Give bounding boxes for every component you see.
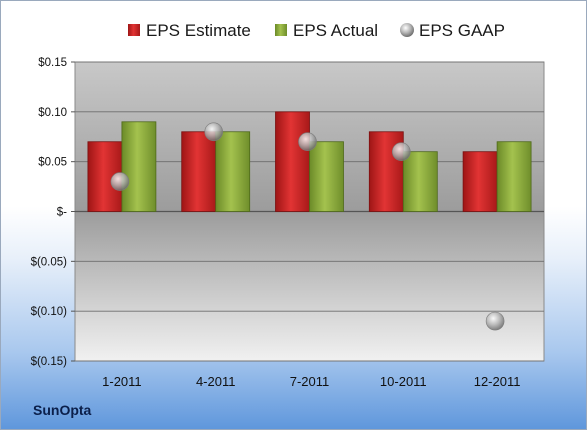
bar-eps-estimate: [275, 111, 310, 212]
y-tick-label: $-: [57, 207, 67, 219]
y-tick-label: $(0.10): [31, 306, 68, 318]
legend-label-eps-gaap: EPS GAAP: [419, 21, 505, 40]
company-name: SunOpta: [33, 402, 92, 418]
bars: [87, 111, 532, 212]
y-axis: $0.15 $0.10 $0.05 $- $(0.05) $(0.10) $(0.15): [31, 57, 75, 368]
y-tick-label: $(0.15): [31, 356, 68, 368]
x-tick-label: 7-2011: [290, 374, 330, 389]
gridlines: [75, 61, 544, 362]
y-tick-label: $0.10: [38, 107, 67, 119]
legend-label-eps-estimate: EPS Estimate: [146, 21, 251, 40]
marker-eps-gaap: [298, 132, 317, 152]
bar-eps-estimate: [181, 131, 217, 212]
bar-eps-actual: [402, 151, 438, 212]
legend-swatch-eps-actual: [275, 24, 287, 36]
legend-label-eps-actual: EPS Actual: [293, 21, 378, 40]
x-axis: 1-2011 4-2011 7-2011 10-2011 12-2011: [102, 374, 520, 389]
x-tick-label: 1-2011: [102, 374, 142, 389]
y-tick-label: $0.15: [38, 57, 67, 69]
legend: EPS Estimate EPS Actual EPS GAAP: [128, 21, 505, 40]
bar-eps-actual: [215, 131, 251, 212]
bar-eps-estimate: [462, 151, 498, 212]
bar-eps-actual: [496, 141, 532, 212]
bar-eps-actual: [121, 121, 157, 212]
bar-eps-actual: [309, 141, 344, 212]
x-tick-label: 10-2011: [380, 374, 427, 389]
gaap-markers: [110, 122, 505, 331]
legend-swatch-eps-gaap: [400, 23, 414, 37]
marker-eps-gaap: [204, 122, 223, 142]
marker-eps-gaap: [110, 172, 130, 191]
y-tick-label: $(0.05): [31, 256, 68, 268]
legend-swatch-eps-estimate: [128, 24, 140, 36]
y-tick-label: $0.05: [38, 157, 67, 169]
x-tick-label: 12-2011: [474, 374, 521, 389]
marker-eps-gaap: [391, 142, 411, 161]
marker-eps-gaap: [485, 311, 505, 331]
x-tick-label: 4-2011: [196, 374, 236, 389]
